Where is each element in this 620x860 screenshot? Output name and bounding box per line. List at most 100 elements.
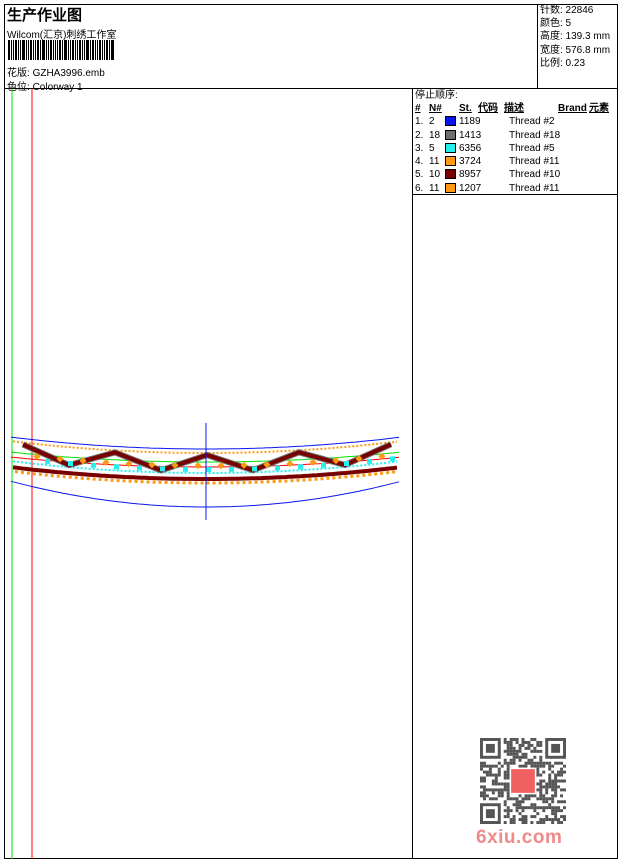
qr-module (482, 770, 486, 774)
design-height: 高度: 139.3 mm (540, 31, 611, 43)
qr-module (536, 761, 540, 765)
qr-module (533, 809, 537, 813)
qr-module (500, 794, 504, 798)
qr-module (491, 797, 495, 801)
qr-module (509, 746, 513, 750)
qr-module (500, 791, 504, 795)
qr-module (494, 776, 498, 780)
qr-module (539, 743, 543, 747)
qr-module (542, 797, 546, 801)
qr-module (548, 818, 552, 822)
qr-module (524, 764, 528, 768)
qr-module (512, 738, 516, 741)
qr-module (554, 791, 558, 795)
qr-module (539, 785, 543, 789)
qr-module (539, 758, 543, 762)
qr-module (536, 764, 540, 768)
qr-module (506, 752, 510, 756)
qr-code (480, 738, 566, 824)
qr-module (551, 806, 555, 810)
outline-bottom (10, 480, 400, 508)
qr-module (563, 764, 566, 768)
qr-module (524, 818, 528, 822)
qr-module (536, 770, 540, 774)
qr-module (521, 818, 525, 822)
stop-sequence-table: 停止顺序: # N# St. 代码 描述 Brand 元素 1. 2 1189 … (413, 89, 618, 195)
design-width: 宽度: 576.8 mm (540, 44, 611, 56)
qr-module (539, 761, 543, 765)
qr-module (527, 740, 531, 744)
qr-module (542, 809, 546, 813)
qr-module (503, 776, 507, 780)
qr-module (500, 782, 504, 786)
qr-module (560, 800, 564, 804)
qr-module (557, 821, 561, 824)
row-index: 3. (415, 142, 424, 154)
qr-module (560, 770, 564, 774)
qr-module (545, 806, 549, 810)
qr-module (506, 782, 510, 786)
qr-module (521, 800, 525, 804)
qr-module (503, 758, 507, 762)
page-title: 生产作业图 (7, 7, 83, 24)
row-stitches: 1207 (459, 182, 482, 194)
qr-module (548, 782, 552, 786)
qr-module (557, 779, 561, 783)
qr-module (518, 818, 522, 822)
qr-module (518, 746, 522, 750)
qr-module (533, 803, 537, 807)
qr-module (536, 749, 540, 753)
qr-module (554, 779, 558, 783)
qr-module (509, 761, 513, 765)
qr-module (506, 785, 510, 789)
qr-module (491, 764, 495, 768)
qr-module (485, 773, 489, 777)
qr-module (503, 773, 507, 777)
qr-module (533, 794, 537, 798)
qr-module (497, 770, 501, 774)
qr-module (506, 797, 510, 801)
col-brand: Brand (558, 103, 587, 114)
colorway-label: 色位: (7, 82, 30, 93)
qr-module (515, 806, 519, 810)
qr-module (539, 806, 543, 810)
qr-module (506, 773, 510, 777)
qr-module (494, 764, 498, 768)
qr-module (482, 788, 486, 792)
qr-module (482, 785, 486, 789)
qr-module (512, 746, 516, 750)
qr-module (542, 761, 546, 765)
qr-module (560, 767, 564, 771)
row-needle: 18 (429, 129, 441, 141)
col-index: # (415, 103, 421, 114)
qr-module (551, 812, 555, 816)
qr-module (524, 752, 528, 756)
color-swatch (445, 116, 456, 127)
orange-diamond (240, 461, 248, 469)
table-row: 3. 5 6356 Thread #5 (415, 142, 618, 155)
qr-module (548, 776, 552, 780)
qr-module (506, 812, 510, 816)
qr-module (542, 770, 546, 774)
qr-module (542, 794, 546, 798)
qr-module (527, 761, 531, 765)
qr-module (521, 740, 525, 744)
qr-module (524, 746, 528, 750)
table-row: 1. 2 1189 Thread #2 (415, 115, 618, 128)
cyan-block (344, 461, 349, 467)
row-description: Thread #18 (509, 129, 561, 141)
row-stitches: 8957 (459, 169, 482, 181)
qr-module (503, 803, 507, 807)
qr-module (551, 821, 555, 824)
qr-finder (551, 743, 561, 753)
qr-module (539, 764, 543, 768)
qr-module (554, 815, 558, 819)
qr-module (530, 806, 534, 810)
qr-module (521, 806, 525, 810)
page-frame (4, 4, 618, 859)
qr-module (506, 776, 510, 780)
row-needle: 11 (429, 156, 440, 168)
watermark-logo: 6xiu.com (476, 827, 563, 848)
qr-module (521, 797, 525, 801)
qr-module (539, 779, 543, 783)
